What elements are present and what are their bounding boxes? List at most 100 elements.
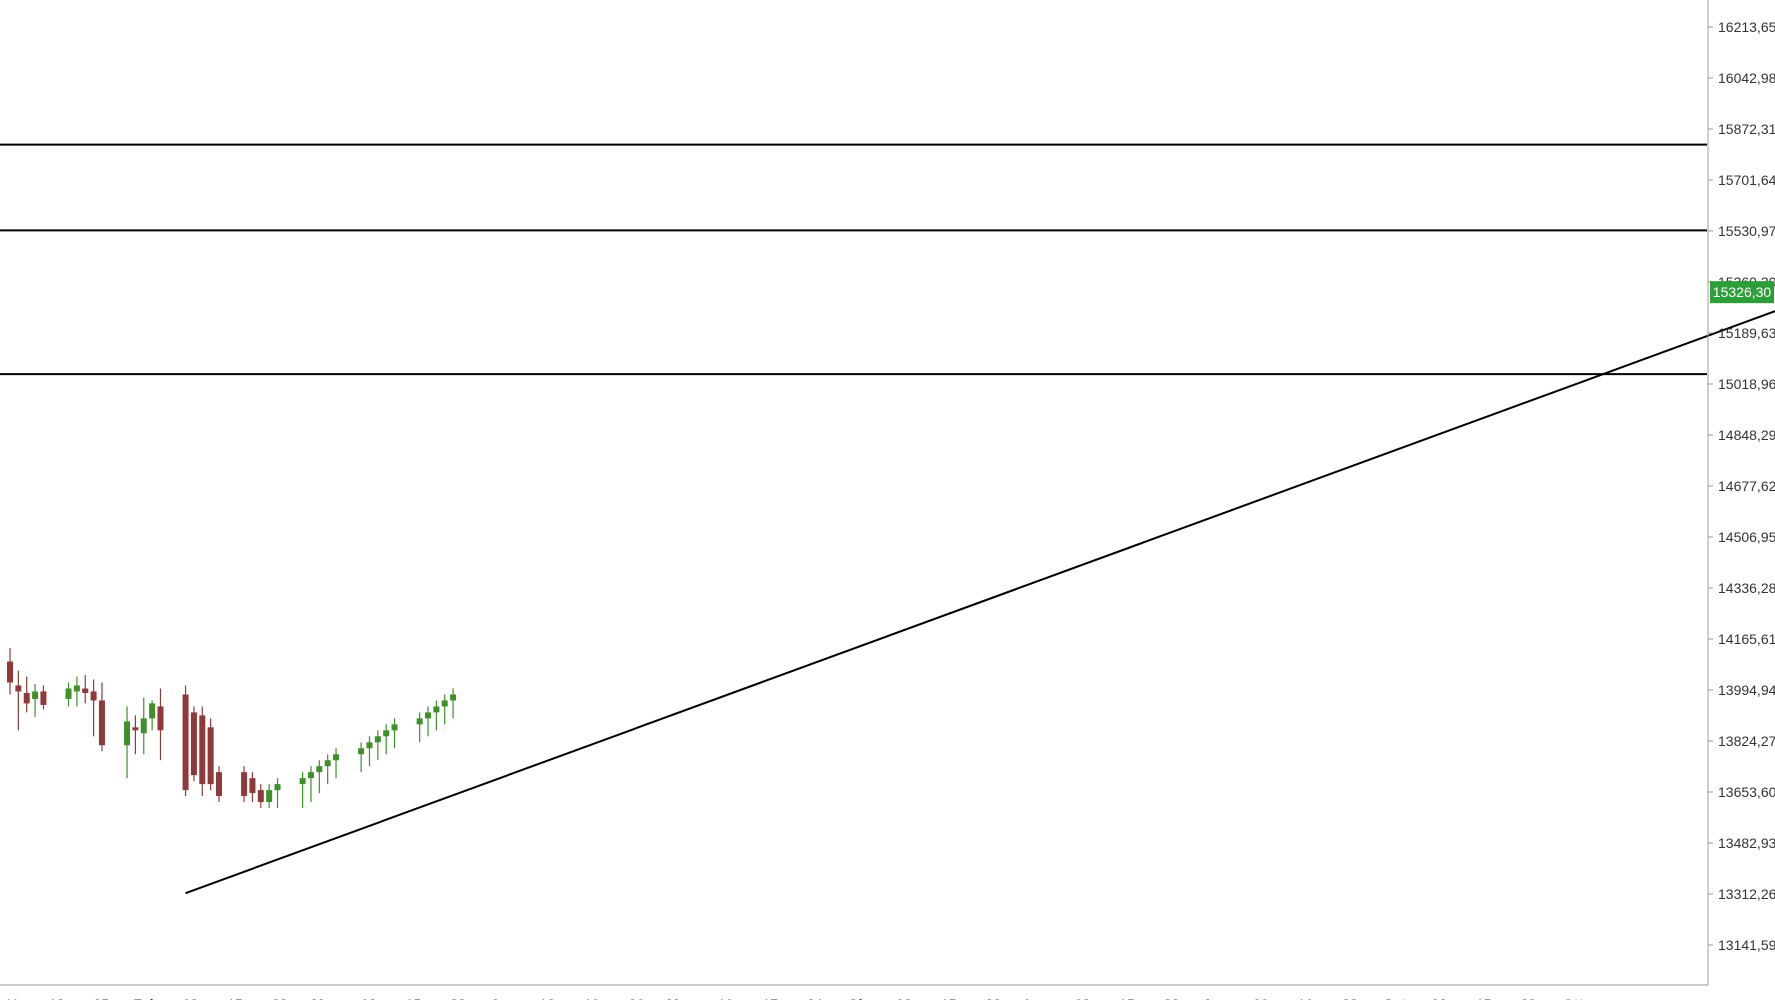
y-tick-label: 16213,65 xyxy=(1718,19,1775,35)
candle-body xyxy=(190,712,197,776)
candle-body xyxy=(73,685,80,692)
candle-2021-03-03 xyxy=(433,700,440,731)
y-tick-label: 13824,27 xyxy=(1718,733,1775,749)
x-tick-label: 08 xyxy=(361,996,377,1000)
candle-2021-01-15 xyxy=(40,685,47,710)
candle-2021-03-04 xyxy=(441,694,448,725)
candle-2021-02-24 xyxy=(374,730,381,761)
candle-2021-01-13 xyxy=(23,676,30,713)
candle-body xyxy=(90,691,97,701)
x-tick-label: 17 xyxy=(762,996,778,1000)
candle-2021-01-11 xyxy=(7,648,13,695)
last-price-bg xyxy=(1710,281,1774,304)
y-tick-label: 14677,62 xyxy=(1718,478,1775,494)
candle-body xyxy=(299,778,306,785)
candle-2021-02-08 xyxy=(241,766,248,803)
candle-body xyxy=(241,772,248,797)
x-tick-label: 22 xyxy=(272,996,288,1000)
x-tick-label: 08 xyxy=(183,996,199,1000)
candle-2021-02-17 xyxy=(316,760,323,794)
candle-body xyxy=(307,772,314,779)
x-tick-label: 19 xyxy=(584,996,600,1000)
candle-body xyxy=(358,748,365,755)
candle-body xyxy=(216,772,222,797)
last-price-label: 15326,30 xyxy=(1713,284,1772,300)
x-tick-label: 15 xyxy=(406,996,422,1000)
x-tick-label: 23 xyxy=(1342,996,1358,1000)
x-tick-label: 22 xyxy=(1164,996,1180,1000)
y-tick-label: 13141,59 xyxy=(1718,937,1775,953)
x-tick-label: Ott xyxy=(1563,996,1584,1000)
candle-body xyxy=(132,727,139,731)
candle-body xyxy=(383,730,390,737)
candle-body xyxy=(391,724,398,731)
y-tick-label: 13994,94 xyxy=(1718,682,1775,698)
y-tick-label: 15018,96 xyxy=(1718,376,1775,392)
candle-2021-01-21 xyxy=(90,679,97,737)
candle-body xyxy=(65,688,72,699)
x-tick-label: 15 xyxy=(1119,996,1135,1000)
candle-body xyxy=(257,790,264,803)
x-tick-label: 16 xyxy=(1298,996,1314,1000)
x-tick-label: 12 xyxy=(539,996,555,1000)
candle-body xyxy=(333,754,340,761)
candle-2021-02-03 xyxy=(199,706,206,797)
x-tick-label: 15 xyxy=(1476,996,1492,1000)
x-tick-label: Mar xyxy=(312,996,337,1000)
x-tick-label: 15 xyxy=(227,996,243,1000)
candle-2021-02-04 xyxy=(207,718,214,791)
candle-body xyxy=(274,784,281,791)
candle-2021-02-26 xyxy=(391,718,398,749)
x-tick-label: 26 xyxy=(629,996,645,1000)
x-tick-label: 11 xyxy=(5,996,20,1000)
trendline xyxy=(185,310,1775,895)
candle-2021-01-14 xyxy=(32,684,39,717)
y-tick-label: 13482,93 xyxy=(1718,835,1775,851)
x-tick-label: 22 xyxy=(450,996,466,1000)
candle-2021-03-02 xyxy=(425,706,431,737)
candle-body xyxy=(416,718,423,725)
candle-2021-01-12 xyxy=(15,670,22,731)
x-tick-label: 25 xyxy=(93,996,109,1000)
candle-2021-02-23 xyxy=(366,736,373,767)
candle-body xyxy=(316,766,323,773)
candle-body xyxy=(149,703,156,719)
candle-2021-02-02 xyxy=(190,706,197,782)
x-tick-label: 18 xyxy=(49,996,65,1000)
y-tick-label: 15701,64 xyxy=(1718,172,1775,188)
y-tick-label: 15189,63 xyxy=(1718,325,1775,341)
candle-2021-03-01 xyxy=(416,712,423,743)
candle-body xyxy=(450,694,457,701)
candle-2021-01-26 xyxy=(132,715,139,755)
candle-2021-02-15 xyxy=(299,772,306,809)
x-tick-label: 22 xyxy=(985,996,1001,1000)
x-tick-label: Ago xyxy=(1203,996,1230,1000)
candle-body xyxy=(7,661,13,683)
x-tick-label: Feb xyxy=(133,996,158,1000)
candle-body xyxy=(433,706,440,713)
candle-2021-02-18 xyxy=(324,754,331,785)
candle-body xyxy=(374,736,381,743)
candle-2021-02-05 xyxy=(216,766,222,803)
candle-2021-02-11 xyxy=(266,784,273,809)
last-price-badge: 15326,30 xyxy=(1710,281,1774,304)
y-tick-label: 14165,61 xyxy=(1718,631,1775,647)
candle-2021-01-19 xyxy=(73,676,80,707)
y-tick-label: 13653,60 xyxy=(1718,784,1775,800)
candle-body xyxy=(441,700,448,707)
candle-body xyxy=(199,715,206,785)
candle-2021-01-25 xyxy=(124,706,131,779)
candle-2021-01-27 xyxy=(140,697,147,755)
x-tick-label: Set xyxy=(1384,996,1406,1000)
candle-2021-02-12 xyxy=(274,778,281,809)
candle-2021-01-20 xyxy=(82,675,89,704)
y-tick-label: 15872,31 xyxy=(1718,121,1775,137)
x-tick-label: 22 xyxy=(1521,996,1537,1000)
candle-body xyxy=(40,691,47,705)
candles xyxy=(7,648,457,809)
x-tick-label: Apr xyxy=(491,996,516,1000)
candle-2021-02-22 xyxy=(358,742,365,773)
x-tick-label: Mag xyxy=(667,996,695,1000)
